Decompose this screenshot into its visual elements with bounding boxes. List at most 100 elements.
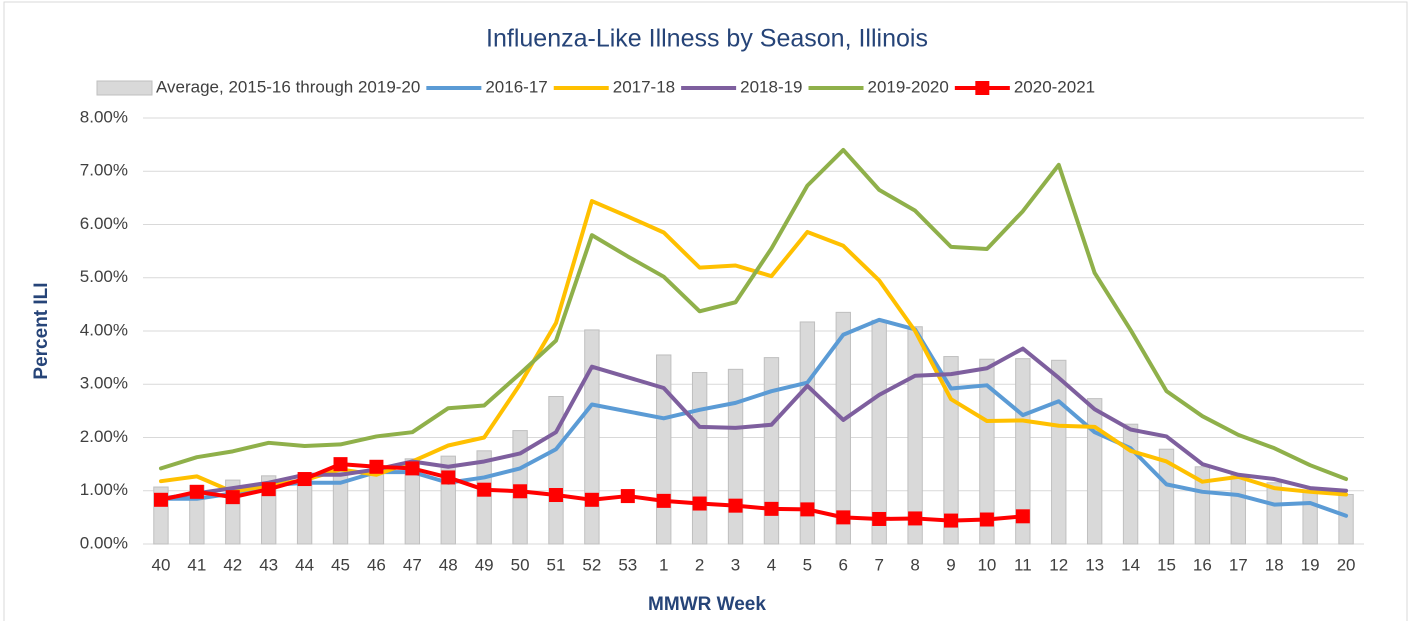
y-tick-label: 6.00% xyxy=(80,214,128,233)
line-marker xyxy=(1015,509,1030,524)
bar xyxy=(1302,490,1318,545)
bar xyxy=(979,358,995,545)
line-marker xyxy=(405,461,420,476)
bar xyxy=(1230,474,1246,545)
y-axis-title: Percent ILI xyxy=(31,282,52,379)
line-marker xyxy=(836,510,851,525)
bar xyxy=(548,395,564,545)
x-tick-label: 10 xyxy=(977,555,996,574)
x-tick-label: 6 xyxy=(839,555,848,574)
line-marker xyxy=(225,490,240,505)
x-tick-label: 40 xyxy=(151,555,170,574)
x-tick-label: 11 xyxy=(1014,555,1032,574)
chart-title: Influenza-Like Illness by Season, Illino… xyxy=(486,25,928,53)
bar xyxy=(1158,448,1175,545)
series-line xyxy=(158,346,1349,501)
legend-label: 2019-2020 xyxy=(868,77,949,96)
chart-border xyxy=(3,1,1408,621)
bar xyxy=(835,311,851,545)
bar xyxy=(1266,482,1282,545)
x-tick-label: 18 xyxy=(1265,555,1284,574)
bar xyxy=(1051,359,1067,545)
line-marker xyxy=(369,459,384,474)
x-tick-label: 44 xyxy=(295,555,314,574)
y-tick-label: 5.00% xyxy=(80,267,128,286)
x-tick-label: 48 xyxy=(439,555,458,574)
bar xyxy=(404,458,421,545)
x-tick-label: 42 xyxy=(223,555,242,574)
x-tick-label: 51 xyxy=(547,555,566,574)
bar xyxy=(440,455,456,545)
x-tick-label: 4 xyxy=(767,555,776,574)
bar xyxy=(656,354,672,545)
bar xyxy=(476,450,492,545)
x-tick-label: 45 xyxy=(331,555,350,574)
x-tick-label: 49 xyxy=(475,555,494,574)
line-marker xyxy=(513,484,528,499)
x-tick-label: 17 xyxy=(1229,555,1248,574)
legend-label: 2018-19 xyxy=(740,77,802,96)
x-tick-label: 41 xyxy=(187,555,206,574)
plot-area xyxy=(153,147,1354,545)
line-marker xyxy=(548,488,563,503)
line-marker xyxy=(441,470,456,485)
bar xyxy=(907,326,923,545)
x-tick-label: 5 xyxy=(803,555,812,574)
line-marker xyxy=(944,513,959,528)
x-tick-label: 47 xyxy=(403,555,422,574)
x-tick-label: 12 xyxy=(1049,555,1068,574)
x-tick-label: 52 xyxy=(582,555,601,574)
y-tick-label: 4.00% xyxy=(80,320,128,339)
bar xyxy=(1338,493,1354,545)
x-tick-label: 3 xyxy=(731,555,740,574)
x-tick-label: 9 xyxy=(946,555,955,574)
x-tick-label: 13 xyxy=(1085,555,1104,574)
line-marker xyxy=(153,492,168,507)
legend-label: 2016-17 xyxy=(485,77,547,96)
bar xyxy=(1086,398,1103,545)
x-tick-label: 2 xyxy=(695,555,704,574)
line-marker xyxy=(979,512,994,527)
y-tick-label: 7.00% xyxy=(80,161,128,180)
line-marker xyxy=(477,482,492,497)
legend: Average, 2015-16 through 2019-20 2016-17 2… xyxy=(96,77,1095,96)
x-tick-label: 1 xyxy=(659,555,668,574)
legend-label: Average, 2015-16 through 2019-20 xyxy=(156,77,420,96)
x-tick-label: 7 xyxy=(874,555,883,574)
legend-marker xyxy=(975,81,990,95)
line-marker xyxy=(872,511,887,526)
y-tick-label: 2.00% xyxy=(80,427,128,446)
line-marker xyxy=(656,493,671,508)
bar xyxy=(332,471,349,545)
legend-label: 2017-18 xyxy=(613,77,675,96)
bar xyxy=(584,329,600,545)
x-tick-label: 43 xyxy=(259,555,278,574)
line-marker xyxy=(297,472,312,487)
line-marker xyxy=(261,482,276,497)
bar xyxy=(871,319,887,545)
line-marker xyxy=(620,489,635,504)
bar xyxy=(763,357,780,545)
grid: 0.00% 1.00% 2.00% 3.00% 4.00% 5.00% 6.00% 7.00%… xyxy=(80,107,1364,574)
bar xyxy=(727,368,744,545)
line-marker xyxy=(584,492,599,507)
line-marker xyxy=(908,511,923,526)
x-tick-label: 19 xyxy=(1301,555,1320,574)
y-tick-label: 0.00% xyxy=(80,533,128,552)
y-tick-label: 3.00% xyxy=(80,374,128,393)
line-marker xyxy=(728,498,743,513)
x-tick-label: 15 xyxy=(1157,555,1176,574)
line-marker xyxy=(692,496,707,511)
bar xyxy=(1194,466,1211,545)
bar xyxy=(691,372,708,545)
x-tick-label: 50 xyxy=(511,555,530,574)
line-marker xyxy=(800,502,815,517)
bar xyxy=(1015,358,1031,545)
series-line xyxy=(158,147,1349,482)
bar xyxy=(1122,423,1139,545)
series-line xyxy=(158,317,1349,518)
legend-label: 2020-2021 xyxy=(1014,77,1095,96)
x-tick-label: 46 xyxy=(367,555,386,574)
x-tick-label: 8 xyxy=(910,555,919,574)
